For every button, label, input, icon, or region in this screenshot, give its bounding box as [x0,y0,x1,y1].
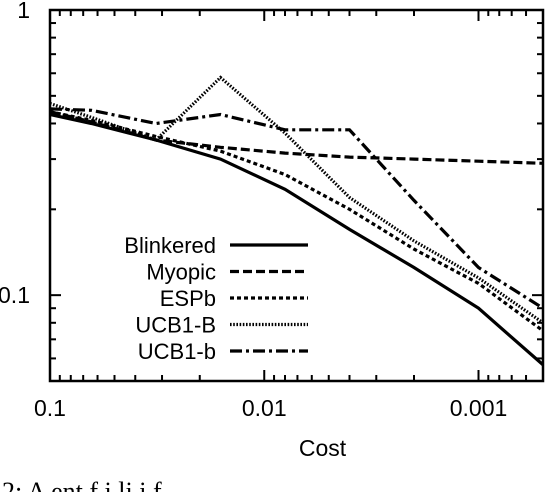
y-tick-label: 0.1 [0,282,30,308]
legend-label: UCB1-B [135,313,216,338]
legend-label: Blinkered [124,233,216,258]
legend-label: UCB1-b [138,339,216,364]
series-line-espb [50,110,543,333]
y-tick-label: 1 [17,0,30,23]
x-tick-label: 0.1 [34,395,66,421]
series-line-ucb1-b [50,75,543,325]
legend-label: Myopic [146,260,216,285]
series-line-ucb1-b [50,107,543,310]
figure-caption: 2: A ent f i li i f [2,477,162,492]
axis-ticks [49,9,543,381]
x-tick-label: 0.01 [242,395,287,421]
x-axis-title: Cost [299,435,347,461]
plot-lines [50,75,543,367]
legend-label: ESPb [160,286,216,311]
x-tick-label: 0.001 [450,395,508,421]
series-line-myopic [50,110,543,165]
axis-tick-labels: 0.1 0.01 0.001 1 0.1 [0,0,507,421]
